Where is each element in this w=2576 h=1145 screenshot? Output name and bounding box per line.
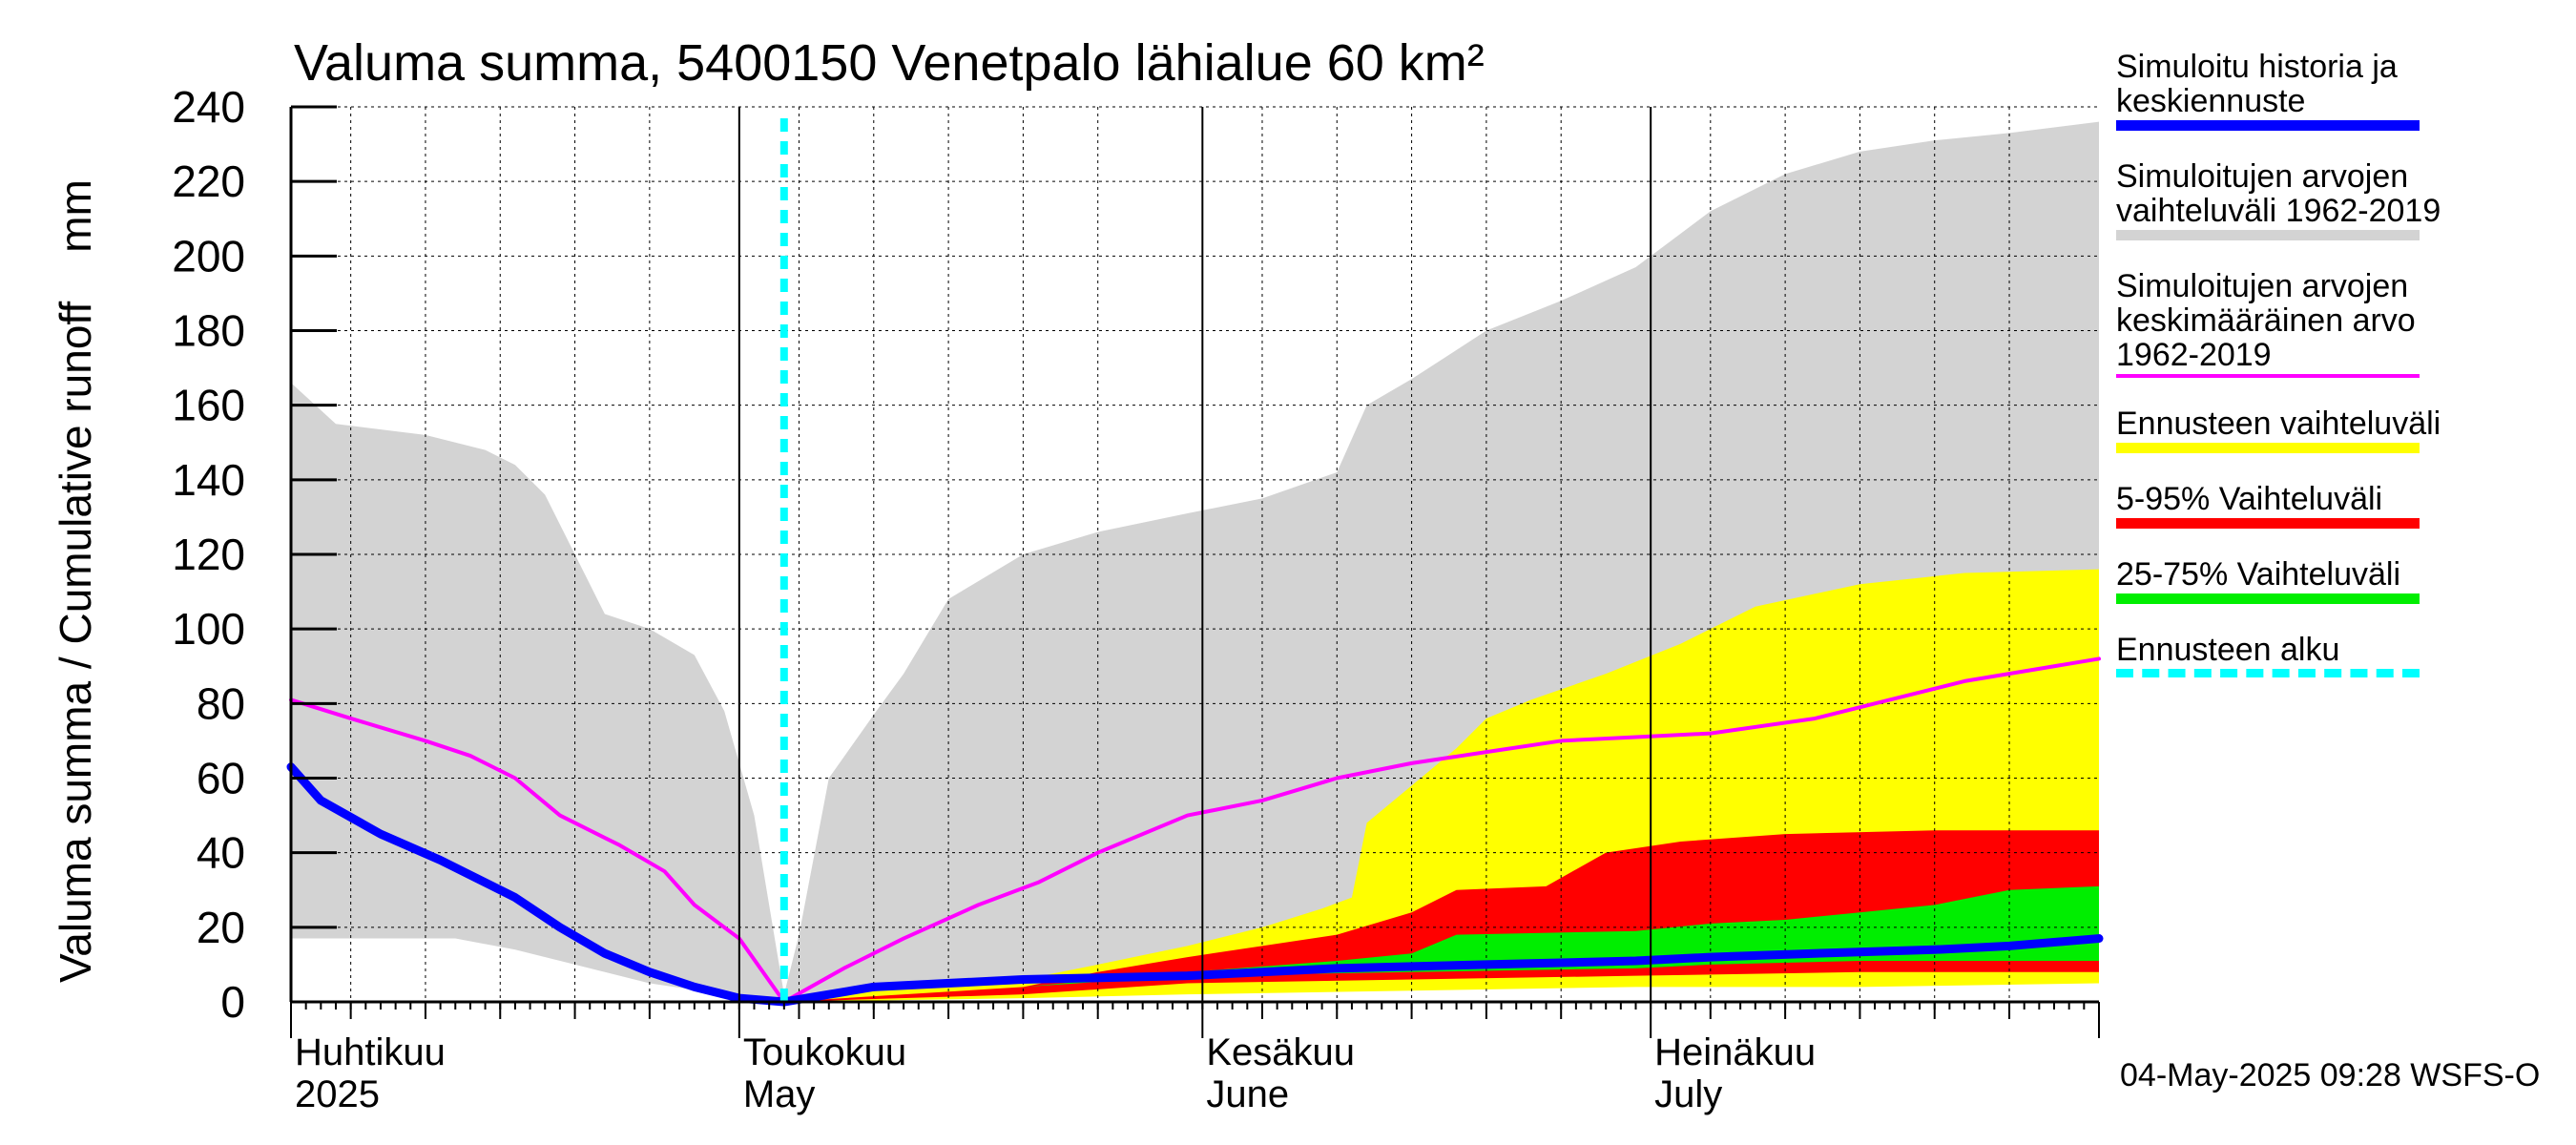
chart-title: Valuma summa, 5400150 Venetpalo lähialue… <box>294 34 1485 92</box>
y-tick-label: 140 <box>172 455 245 505</box>
month-label-en: June <box>1206 1073 1289 1115</box>
legend-entry: Simuloitu historia ja keskiennuste <box>2116 50 2555 131</box>
legend-label: Simuloitu historia ja keskiennuste <box>2116 49 2398 119</box>
legend-swatch <box>2116 120 2420 131</box>
y-tick-label: 20 <box>197 903 245 952</box>
month-label-en: 2025 <box>295 1073 380 1115</box>
y-tick-label: 120 <box>172 530 245 579</box>
legend-entry: 5-95% Vaihteluväli <box>2116 482 2555 529</box>
legend-entry: Ennusteen vaihteluväli <box>2116 406 2555 453</box>
legend-entry: 25-75% Vaihteluväli <box>2116 557 2555 604</box>
legend-label: 25-75% Vaihteluväli <box>2116 556 2400 593</box>
y-tick-label: 160 <box>172 381 245 430</box>
timestamp: 04-May-2025 09:28 WSFS-O <box>2120 1057 2541 1093</box>
y-tick-label: 0 <box>220 977 245 1027</box>
legend-entry: Simuloitujen arvojen keskimääräinen arvo… <box>2116 269 2555 378</box>
axes: 0 20 40 60 80 100 120 140 160 180 200 220 240 Huhtiku… <box>172 82 2100 1115</box>
y-tick-label: 80 <box>197 678 245 728</box>
legend-label: Ennusteen vaihteluväli <box>2116 406 2441 442</box>
y-tick-label: 40 <box>197 828 245 878</box>
legend-swatch <box>2116 374 2420 378</box>
legend-swatch <box>2116 669 2420 677</box>
legend-label: Ennusteen alku <box>2116 632 2340 668</box>
month-label-fi: Toukokuu <box>743 1031 906 1073</box>
series-line-4 <box>289 656 2101 1004</box>
legend: Simuloitu historia ja keskiennuste Simulo… <box>2116 50 2555 677</box>
legend-label: 5-95% Vaihteluväli <box>2116 481 2383 517</box>
legend-label: Simuloitujen arvojen vaihteluväli 1962-2… <box>2116 158 2441 229</box>
band-layer <box>291 121 2100 1003</box>
legend-label: Simuloitujen arvojen keskimääräinen arvo… <box>2116 268 2416 373</box>
y-tick-label: 200 <box>172 231 245 281</box>
y-tick-label: 180 <box>172 306 245 356</box>
y-tick-label: 240 <box>172 82 245 132</box>
month-label-en: May <box>743 1073 816 1115</box>
month-label-fi: Heinäkuu <box>1654 1031 1816 1073</box>
legend-entry: Simuloitujen arvojen vaihteluväli 1962-2… <box>2116 159 2555 240</box>
y-tick-label: 60 <box>197 754 245 803</box>
month-label-en: July <box>1654 1073 1722 1115</box>
band-3 <box>783 885 2100 1002</box>
month-label-fi: Huhtikuu <box>295 1031 446 1073</box>
legend-swatch <box>2116 443 2420 453</box>
legend-swatch <box>2116 518 2420 529</box>
gridlines <box>291 106 2099 1003</box>
y-tick-label: 100 <box>172 604 245 654</box>
legend-swatch <box>2116 593 2420 604</box>
y-axis-label: Valuma summa / Cumulative runoff mm <box>51 179 100 983</box>
legend-swatch <box>2116 230 2420 240</box>
y-tick-label: 220 <box>172 156 245 206</box>
legend-entry: Ennusteen alku <box>2116 633 2555 677</box>
month-label-fi: Kesäkuu <box>1206 1031 1355 1073</box>
